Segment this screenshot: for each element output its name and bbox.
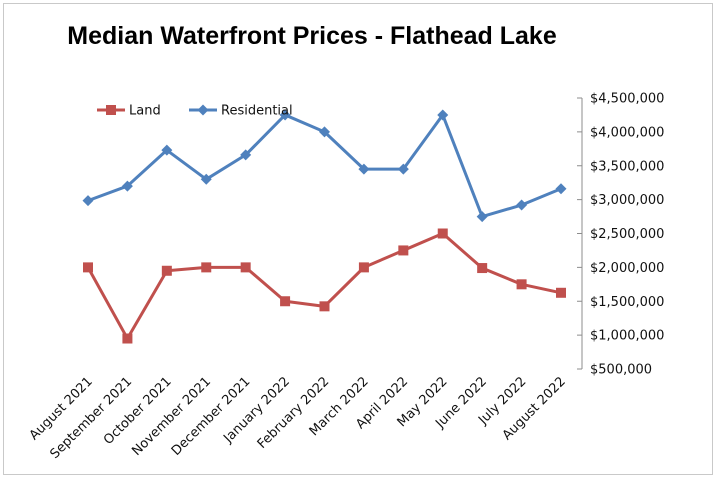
- legend-item-residential: Residential: [189, 104, 293, 119]
- y-axis: $500,000 $1,000,000 $1,500,000 $2,000,000 $2…: [577, 92, 664, 378]
- y-tick-label: $4,000,000: [590, 125, 664, 140]
- data-point-residential: [279, 109, 291, 121]
- legend-label-residential: Residential: [221, 104, 293, 119]
- legend: Land Residential: [97, 104, 293, 119]
- legend-item-land: Land: [97, 104, 161, 119]
- series-line-land: [86, 232, 563, 341]
- series-layer: [82, 109, 567, 344]
- data-point-land: [556, 287, 566, 298]
- data-point-residential: [161, 144, 173, 156]
- data-point-residential: [82, 195, 94, 207]
- data-point-residential: [555, 183, 567, 195]
- data-point-land: [161, 265, 172, 276]
- chart-title: Median Waterfront Prices - Flathead Lake: [67, 22, 557, 50]
- chart-frame: [3, 3, 713, 475]
- series-land: [83, 228, 566, 344]
- y-tick-label: $4,500,000: [590, 92, 664, 107]
- y-tick-label: $2,500,000: [590, 227, 664, 242]
- data-point-land: [319, 301, 330, 312]
- data-point-land: [516, 279, 527, 290]
- legend-marker-land: [106, 105, 116, 115]
- data-point-residential: [476, 211, 488, 223]
- data-point-residential: [200, 173, 212, 185]
- y-tick-label: $3,500,000: [590, 159, 664, 174]
- data-point-land: [398, 245, 409, 256]
- y-tick-label: $1,500,000: [590, 295, 664, 310]
- legend-marker-residential: [197, 104, 209, 116]
- data-point-residential: [240, 149, 252, 161]
- data-point-land: [437, 228, 448, 239]
- y-tick-label: $500,000: [590, 363, 652, 378]
- data-point-land: [280, 296, 291, 307]
- legend-label-land: Land: [129, 104, 161, 119]
- data-point-residential: [358, 163, 370, 175]
- series-residential: [82, 109, 567, 223]
- y-tick-label: $1,000,000: [590, 329, 664, 344]
- data-point-land: [83, 262, 93, 273]
- y-tick-label: $2,000,000: [590, 261, 664, 276]
- x-tick-label: October 2021: [101, 374, 175, 448]
- data-point-residential: [121, 180, 133, 192]
- data-point-land: [358, 262, 369, 273]
- x-tick-label: February 2022: [255, 374, 333, 452]
- data-point-residential: [397, 163, 409, 175]
- data-point-residential: [437, 109, 449, 121]
- data-point-residential: [319, 126, 330, 138]
- data-point-land: [477, 263, 488, 274]
- data-point-residential: [516, 199, 528, 211]
- y-tick-label: $3,000,000: [590, 193, 664, 208]
- data-point-land: [240, 262, 251, 273]
- data-point-land: [122, 333, 133, 344]
- data-point-land: [201, 262, 212, 273]
